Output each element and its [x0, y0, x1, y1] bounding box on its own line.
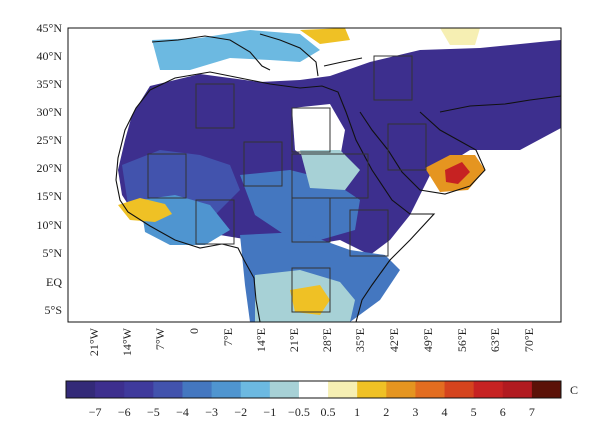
lon-label: 7°W [153, 327, 167, 350]
colorbar-swatches [66, 381, 562, 398]
lon-label: 63°E [488, 328, 502, 352]
colorbar-tick-label: 1 [354, 405, 360, 419]
colorbar-unit: C [570, 383, 578, 397]
region-box [387, 123, 427, 171]
anomaly-region-egypt [300, 150, 360, 190]
anomaly-region-oman-core [445, 162, 470, 184]
colorbar-swatch [298, 381, 329, 398]
region-box [291, 197, 331, 243]
colorbar: −7 −6 −5 −4 −3 −2 −1 −0.5 0.5 1 2 3 4 5 6 7 C [65, 380, 578, 419]
region-box [147, 153, 187, 199]
colorbar-tick-label: −7 [89, 405, 102, 419]
colorbar-swatch [66, 381, 96, 398]
lat-label: 30°N [37, 105, 63, 119]
lat-label: 20°N [37, 161, 63, 175]
lat-label: 5°S [45, 303, 62, 317]
lon-label: 28°E [320, 328, 334, 352]
africa-coastline [115, 71, 436, 322]
coastlines [115, 33, 561, 322]
region-box [291, 107, 331, 153]
colorbar-swatch [502, 381, 533, 398]
colorbar-tick-label: 4 [442, 405, 448, 419]
latitude-axis: 45°N 40°N 35°N 30°N 25°N 20°N 15°N 10°N … [37, 21, 63, 317]
lon-label: 42°E [387, 328, 401, 352]
colorbar-swatch [328, 381, 358, 398]
colorbar-tick-label: −1 [263, 405, 276, 419]
colorbar-swatch [531, 381, 562, 398]
colorbar-tick-label: −4 [176, 405, 189, 419]
colorbar-swatch [153, 381, 183, 398]
lon-label: 70°E [522, 328, 536, 352]
longitude-axis: 21°W 14°W 7°W 0 7°E 14°E 21°E 28°E 35°E … [87, 327, 536, 356]
colorbar-swatch [357, 381, 387, 398]
anomaly-region-mediterranean [152, 30, 320, 70]
colorbar-swatch [124, 381, 154, 398]
arabia-coastline [359, 111, 486, 195]
colorbar-tick-label: −2 [234, 405, 247, 419]
colorbar-tick-label: 2 [383, 405, 389, 419]
colorbar-tick-label: 6 [500, 405, 506, 419]
region-box [373, 55, 413, 101]
colorbar-swatch [240, 381, 271, 398]
colorbar-tick-label: −3 [205, 405, 218, 419]
lon-label: 56°E [455, 328, 469, 352]
colorbar-tick-label: 3 [412, 405, 418, 419]
region-box [349, 209, 389, 257]
lon-label: 49°E [421, 328, 435, 352]
colorbar-tick-label: −0.5 [288, 405, 310, 419]
map-panel [67, 27, 562, 323]
europe-coastline [151, 33, 363, 77]
colorbar-swatch [444, 381, 475, 398]
anomaly-region-northeast-positive [300, 28, 350, 44]
colorbar-labels: −7 −6 −5 −4 −3 −2 −1 −0.5 0.5 1 2 3 4 5 6 7 [89, 405, 535, 419]
lat-label: 40°N [37, 49, 63, 63]
region-box [195, 199, 235, 245]
region-box [195, 83, 235, 129]
colorbar-swatch [473, 381, 504, 398]
colorbar-tick-label: 5 [471, 405, 477, 419]
lat-label: 25°N [37, 133, 63, 147]
colorbar-tick-label: −5 [147, 405, 160, 419]
lon-label: 0 [187, 328, 201, 334]
colorbar-frame [65, 380, 562, 399]
lon-label: 7°E [221, 328, 235, 346]
colorbar-swatch [95, 381, 125, 398]
colorbar-swatch [269, 381, 300, 398]
anomaly-region-west-positive [118, 198, 172, 222]
lat-label: 5°N [43, 246, 63, 260]
map-frame [67, 27, 562, 323]
anomaly-region-central-libya [292, 104, 345, 165]
colorbar-swatch [386, 381, 416, 398]
lat-label: EQ [46, 275, 62, 289]
colorbar-swatch [211, 381, 242, 398]
colorbar-swatch [415, 381, 445, 398]
region-box [291, 267, 331, 313]
region-box [243, 141, 283, 187]
asia-coastline [439, 95, 561, 113]
lat-label: 10°N [37, 218, 63, 232]
lon-label: 14°E [254, 328, 268, 352]
lon-label: 14°W [120, 327, 134, 356]
anomaly-region-congo-positive [290, 285, 330, 315]
colorbar-tick-label: −6 [118, 405, 131, 419]
lon-label: 21°E [287, 328, 301, 352]
colorbar-tick-label: 7 [529, 405, 535, 419]
lat-label: 45°N [37, 21, 63, 35]
anomaly-region-north-positive-right [440, 28, 480, 45]
colorbar-tick-label: 0.5 [321, 405, 336, 419]
anomaly-field [118, 28, 561, 322]
colorbar-swatch [182, 381, 212, 398]
lon-label: 21°W [87, 327, 101, 356]
lat-label: 15°N [37, 189, 63, 203]
lon-label: 35°E [353, 328, 367, 352]
lat-label: 35°N [37, 77, 63, 91]
region-boxes [147, 55, 427, 313]
